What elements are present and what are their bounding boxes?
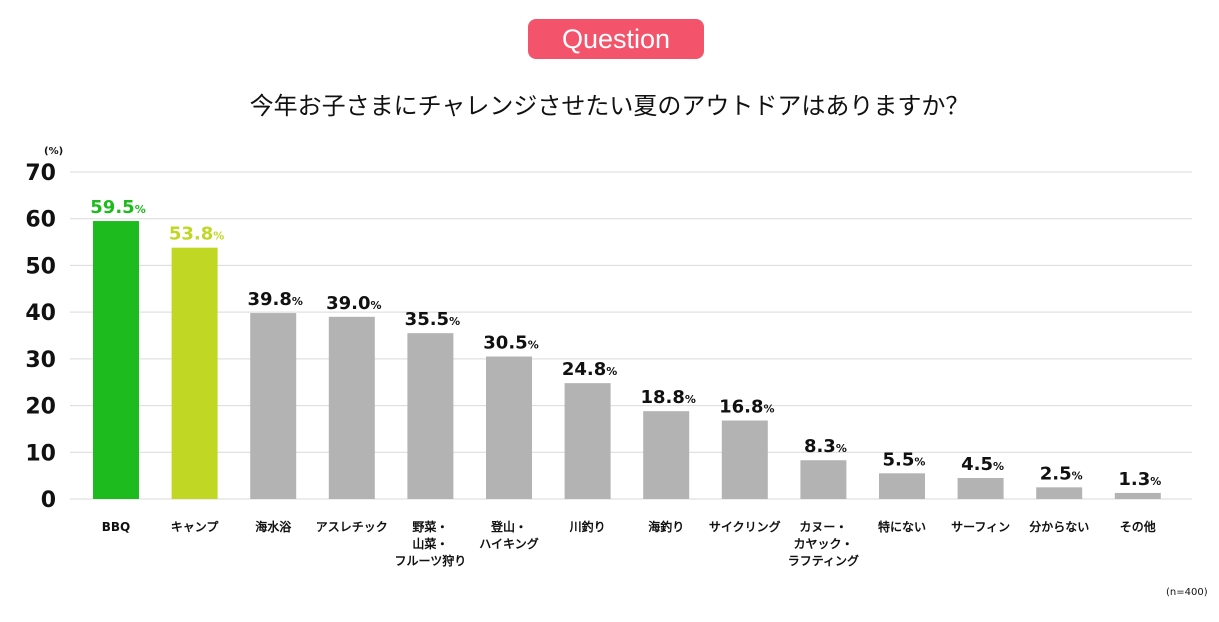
category-label: アスレチック (316, 520, 388, 534)
category-label: サイクリング (709, 519, 781, 534)
data-label: 24.8% (562, 359, 617, 380)
bar (486, 356, 532, 499)
category-label: 山菜・ (412, 536, 448, 551)
y-tick-label: 40 (25, 301, 56, 326)
y-tick-label: 10 (25, 441, 56, 466)
bar (171, 247, 218, 499)
data-label: 39.0% (326, 293, 381, 314)
chart-title: 今年お子さまにチャレンジさせたい夏のアウトドアはありますか？ (249, 92, 970, 120)
category-label: サーフィン (951, 520, 1010, 534)
bar (564, 383, 611, 499)
data-label: 18.8% (640, 387, 695, 408)
y-tick-label: 20 (25, 395, 56, 420)
category-label: カヤック・ (794, 537, 854, 551)
data-label: 2.5% (1040, 463, 1083, 484)
data-label: 59.5% (90, 197, 145, 218)
bar (1114, 492, 1161, 499)
y-axis-ticks: 0 10 20 30 40 50 60 70 (25, 161, 56, 513)
bar (643, 411, 690, 499)
data-label: 35.5% (405, 309, 460, 330)
bars (93, 221, 1161, 500)
data-label: 53.8% (169, 224, 224, 245)
category-label: 分からない (1029, 519, 1089, 534)
gridlines (70, 171, 1192, 500)
bar (250, 313, 297, 499)
category-labels: BBQ キャンプ 海水浴 アスレチック 野菜・山菜・フルーツ狩り 登山・ハイキング 川釣り 海… (102, 519, 1156, 568)
y-tick-label: 50 (25, 254, 56, 279)
category-label: 川釣り (569, 519, 606, 534)
y-axis-unit: (%) (44, 146, 64, 157)
sample-size-note: (n=400) (1166, 587, 1208, 598)
data-label: 39.8% (247, 289, 302, 310)
data-label: 1.3% (1118, 469, 1161, 490)
data-labels: 59.5% 53.8% 39.8% 39.0% 35.5% 30.5% 24.8% 18.8%… (90, 197, 1161, 490)
y-tick-label: 60 (25, 208, 56, 233)
data-label: 16.8% (719, 397, 774, 418)
category-label: その他 (1120, 519, 1156, 534)
bar (328, 316, 375, 499)
category-label: 特にない (878, 519, 926, 534)
category-label: カヌー・ (799, 520, 847, 534)
bar (800, 460, 847, 499)
bar (407, 333, 454, 499)
category-label: ラフティング (788, 553, 859, 568)
category-label: 野菜・ (412, 519, 448, 534)
category-label: 海釣り (648, 519, 684, 534)
data-label: 5.5% (883, 449, 926, 470)
category-label: 海水浴 (255, 519, 292, 534)
data-label: 8.3% (804, 436, 847, 457)
category-label: フルーツ狩り (395, 553, 467, 568)
data-label: 4.5% (961, 454, 1004, 475)
bar (879, 473, 925, 499)
category-label: 登山・ (490, 519, 527, 534)
data-label: 30.5% (483, 333, 538, 354)
question-badge: Question (528, 19, 704, 59)
category-label: BBQ (102, 520, 131, 534)
y-tick-label: 30 (25, 348, 56, 373)
bar (721, 420, 768, 499)
category-label: キャンプ (171, 519, 220, 534)
bar (93, 221, 139, 500)
bar (957, 477, 1004, 499)
bar (1036, 487, 1083, 499)
y-tick-label: 70 (25, 161, 56, 186)
category-label: ハイキング (479, 536, 538, 551)
y-tick-label: 0 (41, 488, 56, 513)
